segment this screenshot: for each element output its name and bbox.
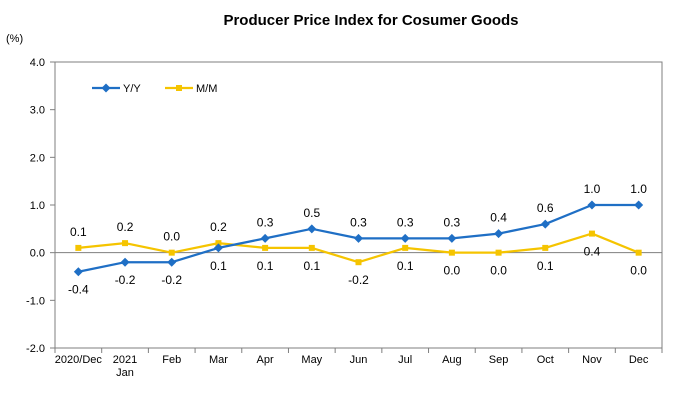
data-label-yy: 0.1 [210,259,227,273]
legend-label-yy: Y/Y [123,83,141,95]
x-tick-label: 2021 [113,354,137,366]
data-point-mm [588,230,595,237]
x-tick-label: May [301,354,322,366]
data-point-yy [73,267,83,277]
data-point-mm [308,244,315,251]
data-label-yy: -0.4 [68,283,89,297]
data-point-mm [542,244,549,251]
legend-marker-yy [101,83,111,93]
data-label-yy: 0.6 [537,201,554,215]
x-tick-label: Oct [537,354,554,366]
data-label-yy: 0.3 [397,215,414,229]
data-point-mm [448,249,455,256]
data-label-mm: 0.4 [584,245,601,259]
data-point-mm [75,244,82,251]
data-point-yy [634,200,644,210]
data-label-mm: 0.2 [117,220,134,234]
data-label-yy: -0.2 [161,273,182,287]
data-labels: -0.4 0.1 -0.2 0.2 -0.2 0.0 0.1 0.2 0.3 0.1 0.5 0.1 0… [68,182,647,297]
y-tick-label: 2.0 [30,152,45,164]
data-label-yy: 1.0 [630,182,647,196]
data-label-mm: 0.1 [257,259,274,273]
data-point-yy [307,224,317,234]
data-label-yy: 0.3 [350,215,367,229]
data-label-yy: 1.0 [584,182,601,196]
x-tick-label: Feb [162,354,181,366]
x-tick-label: Apr [257,354,274,366]
data-point-yy [167,257,177,267]
plot-area [54,61,663,349]
x-tick-label: Mar [209,354,228,366]
x-tick-label: Jun [350,354,368,366]
data-label-mm: -0.2 [348,273,369,287]
data-point-mm [168,249,175,256]
data-label-mm: 0.0 [630,264,647,278]
data-label-mm: 0.1 [303,259,320,273]
x-tick-label: 2020/Dec [55,354,103,366]
y-axis-ticks: 4.0 3.0 2.0 1.0 0.0 -1.0 -2.0 [26,57,55,355]
data-point-mm [215,240,222,247]
data-label-mm: 0.0 [444,264,461,278]
legend: Y/Y M/M [92,83,217,95]
data-label-yy: 0.3 [257,215,274,229]
data-label-yy: 0.3 [444,215,461,229]
data-label-yy: 0.4 [490,211,507,225]
data-point-yy [354,233,363,243]
chart-title: Producer Price Index for Cosumer Goods [223,12,518,29]
y-axis-unit-label: (%) [6,33,23,45]
data-label-yy: -0.2 [115,273,136,287]
y-tick-label: 3.0 [30,105,45,117]
data-point-yy [494,229,504,239]
y-tick-label: -2.0 [26,343,45,355]
data-point-yy [447,233,457,243]
legend-label-mm: M/M [196,83,217,95]
data-label-yy: 0.5 [303,206,320,220]
data-label-mm: 0.2 [210,220,227,234]
data-point-yy [587,200,597,210]
y-tick-label: 1.0 [30,200,45,212]
y-tick-label: 4.0 [30,57,45,69]
data-point-mm [355,259,362,266]
series-group [73,200,644,277]
data-point-yy [540,219,550,229]
x-tick-label: Jul [398,354,412,366]
data-point-yy [400,233,410,243]
data-label-mm: 0.1 [397,259,414,273]
data-point-yy [260,233,270,243]
legend-marker-mm [176,85,182,91]
data-label-mm: 0.1 [70,225,87,239]
x-tick-sublabel: Jan [116,367,134,379]
data-point-mm [262,244,269,251]
x-tick-label: Aug [442,354,462,366]
data-point-mm [402,244,409,251]
x-tick-label: Sep [489,354,509,366]
data-point-yy [120,257,130,267]
x-tick-label: Nov [582,354,602,366]
data-label-mm: 0.0 [490,264,507,278]
data-point-mm [495,249,502,256]
y-tick-label: 0.0 [30,248,45,260]
data-label-mm: 0.0 [163,230,180,244]
data-point-mm [635,249,642,256]
x-tick-label: Dec [629,354,649,366]
data-point-mm [122,240,129,247]
data-point-yy [213,243,223,253]
data-label-mm: 0.1 [537,259,554,273]
y-tick-label: -1.0 [26,295,45,307]
